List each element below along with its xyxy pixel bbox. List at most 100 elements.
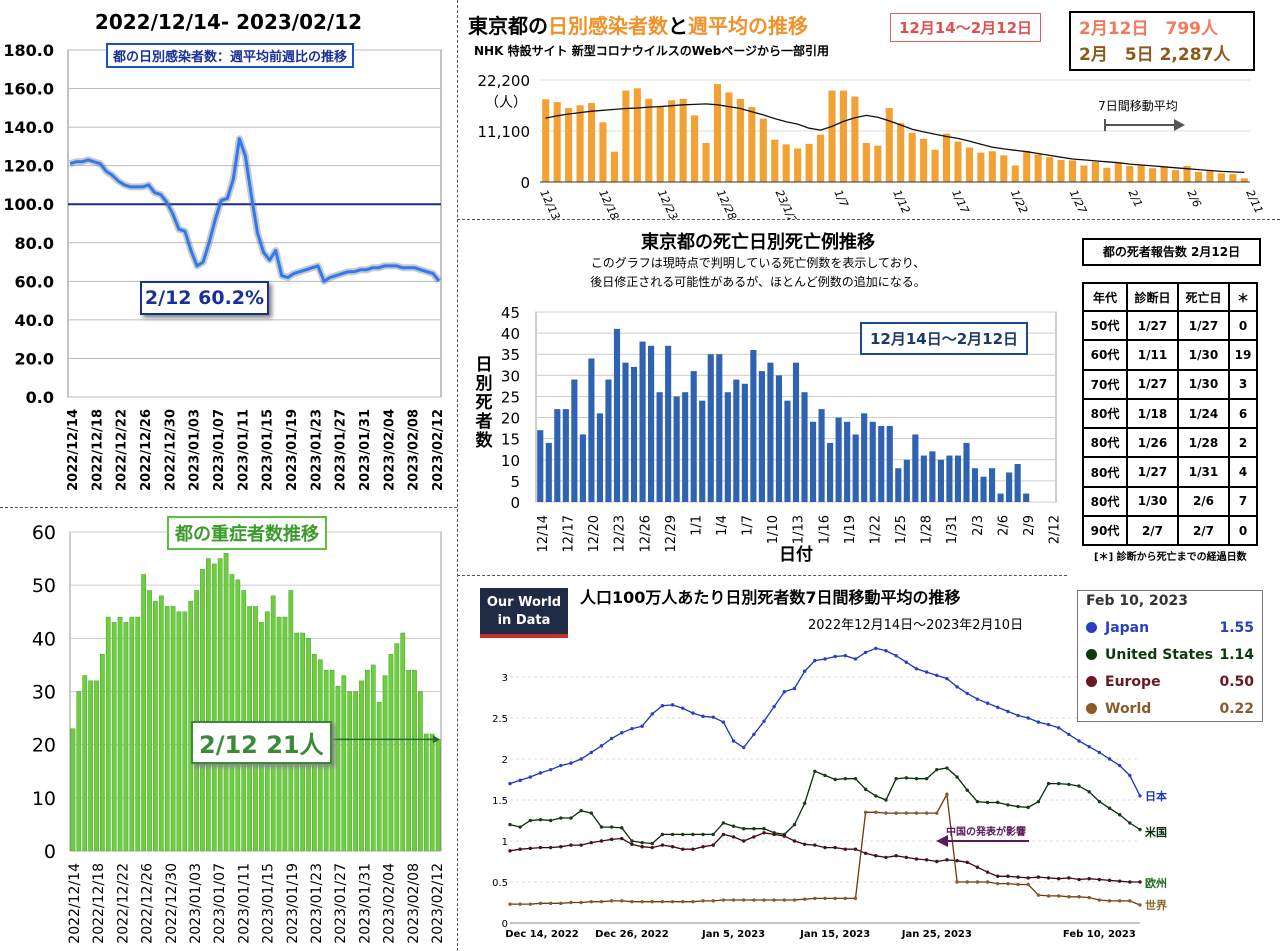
- series-point: [1057, 781, 1061, 786]
- series-point: [965, 880, 969, 884]
- series-point: [670, 832, 675, 837]
- death-table-row: 80代 1/30 2/6 7: [1082, 485, 1258, 518]
- deaths-bar: [827, 442, 834, 502]
- x-tick-label: 2023/02/12: [431, 409, 446, 491]
- y-tick-label: 80.0: [15, 234, 54, 253]
- series-point: [548, 767, 553, 772]
- legend-dot-icon: [1086, 676, 1097, 687]
- deaths-bar: [571, 379, 578, 502]
- series-point: [1107, 806, 1112, 810]
- cases-bar: [874, 145, 882, 182]
- y-tick-label: 50: [32, 575, 56, 597]
- series-point: [660, 899, 665, 904]
- death-table-row: 80代 1/27 1/31 4: [1082, 456, 1258, 488]
- x-tick-label: 2023/01/15: [261, 409, 276, 491]
- series-point: [701, 714, 705, 719]
- death-table-cell: 80代: [1082, 485, 1128, 518]
- legend-dot-icon: [1086, 649, 1097, 660]
- y-tick-label: 0.0: [26, 388, 54, 407]
- cases-bar: [1126, 165, 1134, 182]
- deaths-bar: [954, 455, 962, 502]
- series-point: [1006, 803, 1010, 807]
- legend-series-name: Japan: [1105, 619, 1150, 636]
- y-tick-label: 30: [501, 367, 520, 385]
- y-axis-label-char: 死: [476, 393, 493, 413]
- series-point: [589, 750, 593, 755]
- x-tick-label: 2023/01/23: [309, 863, 325, 944]
- series-point: [772, 832, 776, 837]
- death-table-cell: 19: [1228, 339, 1258, 371]
- series-point: [1067, 895, 1071, 899]
- deaths-bar: [588, 358, 595, 502]
- series-point: [1067, 876, 1071, 880]
- cases-bar: [1172, 170, 1180, 182]
- line-label-us: 米国: [1144, 825, 1167, 839]
- series-point: [1067, 782, 1071, 787]
- x-tick-label: 1/4: [715, 515, 730, 536]
- death-table-row: 70代 1/27 1/30 3: [1082, 368, 1258, 400]
- legend-dot-icon: [1086, 703, 1097, 714]
- series-point: [559, 901, 563, 906]
- series-point: [1138, 827, 1142, 832]
- series-point: [569, 843, 573, 847]
- series-point: [1077, 784, 1081, 788]
- deaths-bar: [971, 468, 979, 502]
- x-tick-label: 2023/01/27: [334, 409, 349, 491]
- cases-bar: [759, 118, 767, 182]
- severe-bar: [164, 606, 170, 852]
- series-point: [1117, 763, 1122, 768]
- severe-bar: [100, 654, 105, 852]
- x-tick-label: 12/20: [587, 515, 602, 552]
- series-point: [914, 667, 919, 671]
- severe-bar: [135, 616, 141, 852]
- series-point: [1077, 739, 1081, 743]
- cases-bar: [965, 147, 973, 182]
- series-point: [752, 732, 756, 737]
- series-point: [1107, 899, 1112, 903]
- cases-bar: [1206, 170, 1214, 182]
- series-point: [1128, 899, 1132, 903]
- severe-bar: [76, 691, 82, 852]
- panel-deaths: 東京都の死亡日別死亡例推移 このグラフは現時点で判明している死亡例数を表示してお…: [458, 220, 1068, 575]
- cases-bar: [748, 107, 756, 182]
- owid-annotation: 中国の発表が影響: [946, 827, 1026, 838]
- series-point: [742, 745, 746, 750]
- series-point: [1016, 713, 1020, 718]
- cases-bar: [645, 98, 653, 182]
- x-tick-label: 12/13: [537, 188, 562, 219]
- series-point: [853, 657, 858, 661]
- series-point: [650, 841, 654, 846]
- y-tick-label: 30: [32, 682, 56, 704]
- series-point: [853, 896, 858, 901]
- severe-bar: [341, 675, 347, 852]
- y-tick-label: 10: [32, 788, 56, 810]
- series-point: [1046, 722, 1051, 727]
- series-point: [1006, 874, 1010, 878]
- y-tick-label: 10: [501, 452, 520, 470]
- y-tick-label: 60.0: [15, 272, 54, 291]
- death-table-cell: 80代: [1082, 456, 1128, 488]
- severe-bar: [435, 739, 441, 852]
- x-tick-label: 2023/01/11: [236, 409, 251, 491]
- series-point: [681, 832, 685, 837]
- death-table-cell: 2/7: [1177, 515, 1230, 547]
- series-point: [548, 818, 553, 823]
- series-point: [630, 726, 634, 731]
- severe-bar: [235, 579, 241, 852]
- series-point: [599, 825, 604, 829]
- y-tick-label: 40: [32, 628, 56, 650]
- owid-chart: 0 0.5 1 1.5 2 2.5 3 Dec 14, 2022 Dec 26, 2022 Jan…: [492, 646, 1167, 940]
- series-point: [640, 724, 644, 728]
- legend-series-name: World: [1105, 700, 1152, 717]
- severe-bar: [406, 669, 411, 852]
- series-point: [640, 845, 644, 849]
- cases-bar: [668, 100, 676, 182]
- x-tick-label: 2022/12/26: [140, 863, 156, 944]
- series-point: [762, 719, 766, 723]
- deaths-bar: [699, 400, 706, 502]
- series-point: [670, 899, 675, 904]
- x-tick-label: Dec 14, 2022: [505, 929, 579, 940]
- series-point: [691, 711, 695, 715]
- series-point: [802, 801, 807, 805]
- severe-bar: [111, 622, 117, 852]
